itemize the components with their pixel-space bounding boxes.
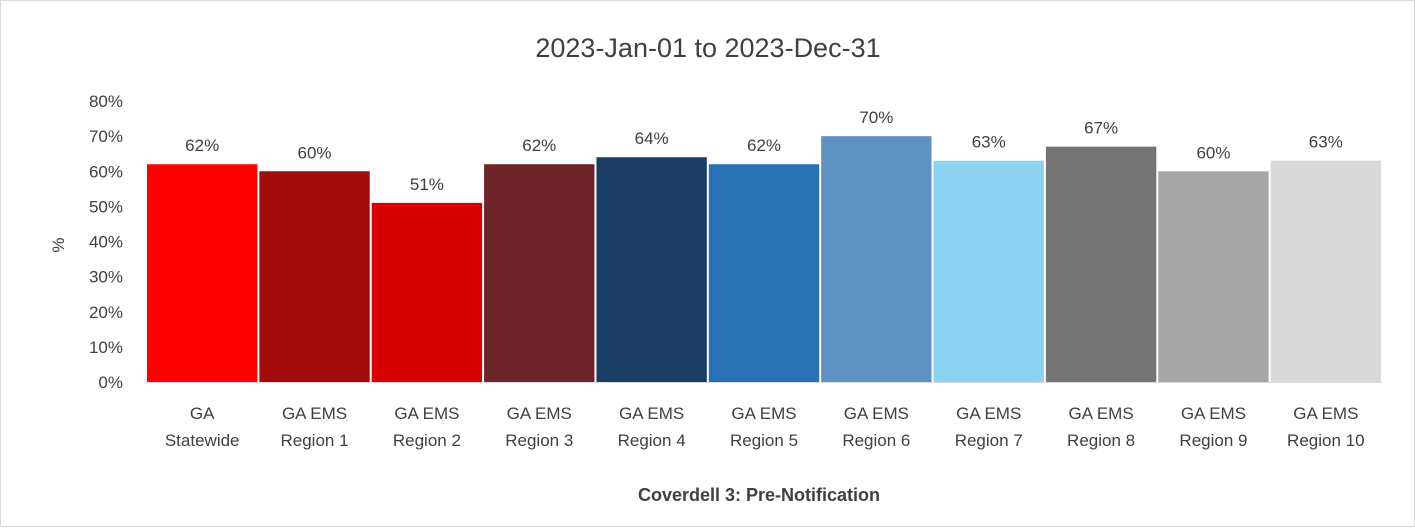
- bar: [1270, 160, 1381, 382]
- x-tick-label: GA EMS: [956, 404, 1021, 423]
- y-tick-label: 0%: [98, 373, 123, 392]
- x-tick-label: Region 3: [505, 431, 573, 450]
- x-tick-label: GA EMS: [282, 404, 347, 423]
- x-tick-label: Region 8: [1067, 431, 1135, 450]
- x-tick-label: GA EMS: [731, 404, 796, 423]
- bar: [1158, 171, 1269, 382]
- bars-group: [147, 136, 1381, 382]
- data-label: 62%: [522, 136, 556, 155]
- y-tick-label: 80%: [89, 92, 123, 111]
- x-tick-label: Region 4: [618, 431, 686, 450]
- x-tick-label: Region 1: [281, 431, 349, 450]
- data-label: 62%: [747, 136, 781, 155]
- x-tick-label: GA EMS: [1293, 404, 1358, 423]
- x-tick-label: GA EMS: [1068, 404, 1133, 423]
- data-label: 67%: [1084, 119, 1118, 138]
- bar: [821, 136, 932, 382]
- y-tick-label: 60%: [89, 162, 123, 181]
- data-label: 60%: [298, 143, 332, 162]
- x-tick-label: GA EMS: [844, 404, 909, 423]
- data-label: 64%: [635, 129, 669, 148]
- data-label: 70%: [859, 108, 893, 127]
- data-label: 60%: [1196, 143, 1230, 162]
- x-tick-label: GA EMS: [394, 404, 459, 423]
- data-label: 63%: [972, 133, 1006, 152]
- y-axis-ticks: 0% 10% 20% 30% 40% 50% 60% 70% 80%: [89, 92, 123, 392]
- x-tick-label: GA EMS: [619, 404, 684, 423]
- x-tick-label: Region 6: [842, 431, 910, 450]
- bar: [708, 164, 820, 382]
- y-tick-label: 20%: [89, 303, 123, 322]
- y-axis-title: %: [49, 237, 68, 252]
- x-tick-label: Region 7: [955, 431, 1023, 450]
- data-label: 62%: [185, 136, 219, 155]
- x-tick-label: GA EMS: [1181, 404, 1246, 423]
- x-tick-label: GA: [190, 404, 215, 423]
- y-tick-label: 70%: [89, 127, 123, 146]
- x-axis-title: Coverdell 3: Pre-Notification: [638, 485, 880, 505]
- x-tick-label: Region 2: [393, 431, 461, 450]
- data-label: 51%: [410, 175, 444, 194]
- chart-title: 2023-Jan-01 to 2023-Dec-31: [535, 33, 880, 63]
- bar: [933, 160, 1044, 382]
- x-tick-label: Region 10: [1287, 431, 1365, 450]
- x-axis-ticks: GA Statewide GA EMS Region 1 GA EMS Region 2 G…: [165, 404, 1365, 450]
- bar: [147, 164, 258, 382]
- bar: [596, 157, 707, 382]
- y-tick-label: 50%: [89, 197, 123, 216]
- bar: [259, 171, 370, 382]
- y-tick-label: 40%: [89, 233, 123, 252]
- x-tick-label: Region 9: [1179, 431, 1247, 450]
- bar: [371, 202, 483, 382]
- bar: [484, 164, 595, 382]
- x-tick-label: GA EMS: [507, 404, 572, 423]
- data-labels-group: 62% 60% 51% 62% 64% 62% 70% 63% 67% 60% 63%: [185, 108, 1343, 194]
- y-tick-label: 30%: [89, 268, 123, 287]
- x-tick-label: Statewide: [165, 431, 240, 450]
- y-tick-label: 10%: [89, 338, 123, 357]
- x-tick-label: Region 5: [730, 431, 798, 450]
- bar: [1045, 146, 1157, 382]
- data-label: 63%: [1309, 133, 1343, 152]
